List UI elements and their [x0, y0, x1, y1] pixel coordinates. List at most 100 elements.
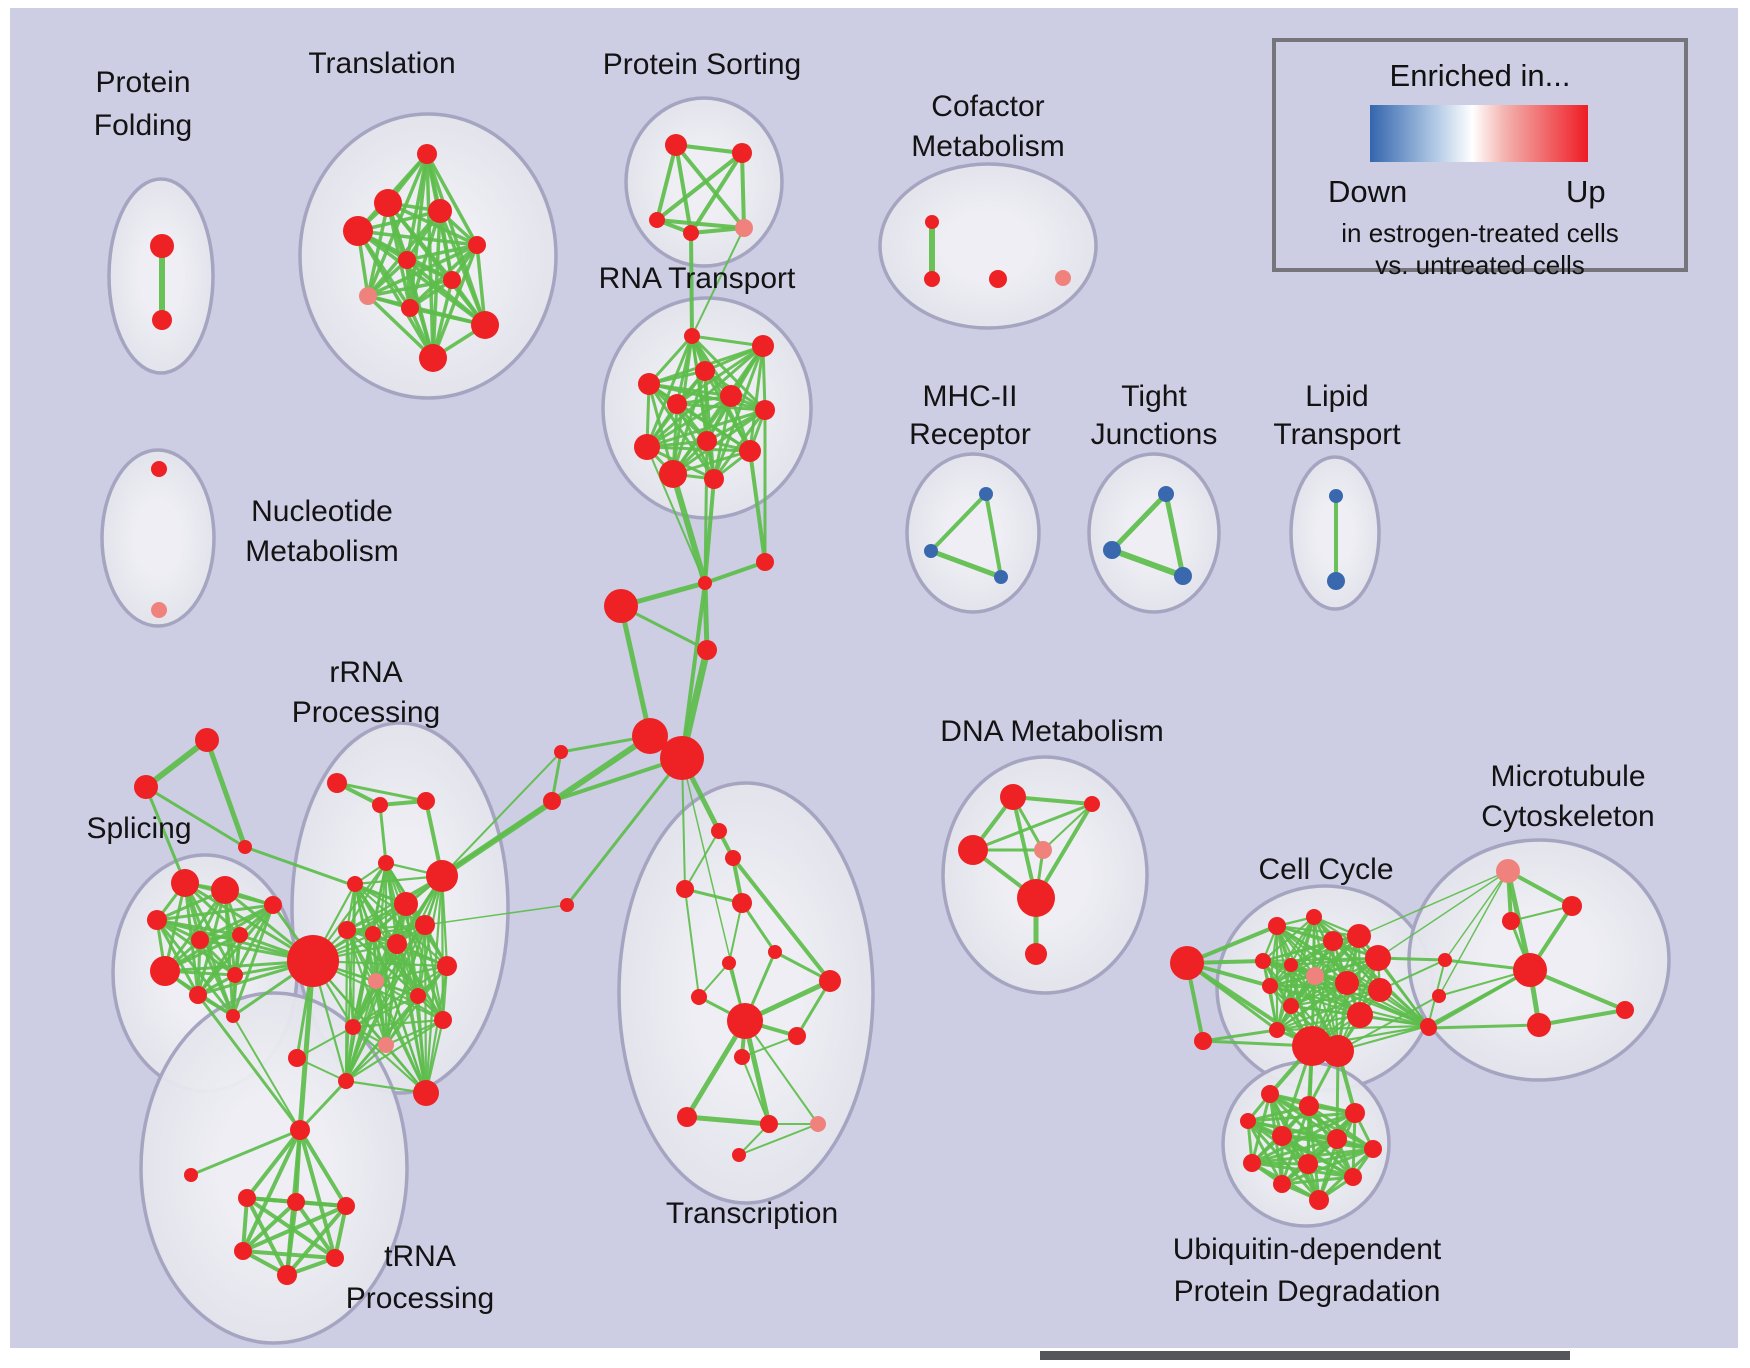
gene-set-node-d1 [1000, 784, 1026, 810]
gene-set-node-x3 [819, 970, 841, 992]
gene-set-node-H1 [632, 718, 668, 754]
cluster-labels: Protein Folding Translation Protein Sorting… [86, 47, 1654, 1315]
edge-H2-x5 [681, 757, 746, 1022]
gene-set-node-h3 [604, 589, 638, 623]
edge-d1-d2 [1011, 795, 1094, 806]
gene-set-node-t5 [468, 236, 486, 254]
gene-set-node-q1 [554, 745, 568, 759]
edge-k6-k12 [1289, 934, 1361, 967]
gene-set-node-s3 [649, 212, 665, 228]
edge-v2-p1 [144, 785, 187, 885]
gene-set-node-n1 [151, 461, 167, 477]
gene-set-node-GH [287, 935, 339, 987]
gene-set-node-t6 [398, 251, 416, 269]
edge-t8-t11 [366, 294, 435, 360]
gene-set-node-t10 [471, 311, 499, 339]
gene-set-node-m2 [924, 544, 938, 558]
gene-set-node-p10 [226, 1009, 240, 1023]
edge-p8-u1 [196, 993, 302, 1132]
gene-set-node-p7 [150, 956, 180, 986]
edge-k8-k11 [1268, 939, 1335, 988]
gene-set-node-j2 [1103, 541, 1121, 559]
gene-set-node-x11 [732, 1148, 746, 1162]
gene-set-node-r2 [752, 335, 774, 357]
edge-s1-s3 [655, 143, 678, 222]
gene-set-node-k13 [1365, 945, 1391, 971]
edge-u1-u6 [241, 1128, 302, 1253]
edge-w6-w1 [1438, 870, 1509, 997]
gene-set-node-g12 [368, 973, 384, 989]
edge-w5-w9 [1528, 968, 1627, 1012]
gene-set-node-t4 [428, 199, 452, 223]
edge-g14-g18 [344, 1018, 445, 1083]
gene-set-node-x1 [768, 945, 782, 959]
edge-s1-s5 [674, 143, 746, 230]
gene-set-node-u8 [277, 1265, 297, 1285]
cluster-label-cofactor-metabolism-line2: Metabolism [911, 130, 1064, 163]
gene-set-node-g5 [347, 876, 363, 892]
cluster-ellipse-cofactor-metabolism [878, 162, 1098, 330]
edge-h3-H1 [618, 603, 653, 739]
edge-s2-s4 [689, 151, 744, 235]
gene-set-node-r4 [638, 373, 660, 395]
gene-set-node-t11 [419, 344, 447, 372]
cluster-label-ubiquitin-degradation-line1: Ubiquitin-dependent [1173, 1233, 1442, 1266]
edge-g13-g16 [384, 994, 420, 1047]
cluster-ellipse-transcription [617, 781, 875, 1205]
edge-g1-g3 [335, 781, 428, 803]
edge-s3-s5 [655, 218, 746, 230]
edge-k8-k17 [1268, 984, 1430, 1028]
gene-set-node-b3 [1345, 1103, 1365, 1123]
edge-u4-u8 [285, 1200, 298, 1277]
gene-set-node-g8 [365, 926, 381, 942]
edge-u1-u3 [245, 1128, 302, 1200]
edge-g14-g15 [351, 1018, 445, 1029]
gene-set-node-n2 [151, 602, 167, 618]
gene-set-node-x2 [722, 956, 736, 970]
gene-set-node-p2 [211, 876, 239, 904]
edge-r6-r8 [645, 394, 733, 449]
gene-set-node-H2 [660, 736, 704, 780]
edge-w1-w2 [1506, 869, 1574, 908]
gene-set-node-u4 [287, 1193, 305, 1211]
edge-k12-w1 [1358, 870, 1509, 937]
gene-set-node-k15 [1368, 978, 1392, 1002]
gene-set-node-x9 [760, 1115, 778, 1133]
edge-k4-k8 [1268, 915, 1316, 988]
edge-q3-H2 [565, 756, 684, 907]
gene-set-node-v3 [238, 840, 252, 854]
edge-k13-w1 [1377, 870, 1509, 959]
cluster-label-rrna-processing-line1: rRNA [329, 656, 402, 689]
gene-set-node-b11 [1273, 1175, 1291, 1193]
edge-p3-p6 [155, 903, 275, 922]
edge-r2-r10 [748, 344, 765, 453]
gene-set-node-j1 [1158, 486, 1174, 502]
edge-q3-g10 [424, 904, 568, 926]
gene-set-node-r5 [667, 394, 687, 414]
cluster-label-lipid-transport-line1: Lipid [1305, 380, 1368, 413]
gene-set-node-k6 [1284, 958, 1298, 972]
legend-down-label: Down [1328, 174, 1408, 209]
gene-set-node-t2 [374, 189, 402, 217]
gene-set-node-b7 [1364, 1140, 1382, 1158]
edge-p6-p7 [163, 903, 275, 973]
gene-set-node-r3 [695, 361, 715, 381]
gene-set-node-u7 [326, 1249, 344, 1267]
gene-set-node-k3 [1268, 917, 1286, 935]
edge-s2-s3 [655, 151, 744, 222]
edge-GH-u1 [297, 958, 316, 1133]
edge-j1-j3 [1163, 491, 1186, 579]
gene-set-node-r10 [739, 440, 761, 462]
edge-r6-r12 [712, 394, 733, 481]
edge-k11-K2 [1331, 939, 1340, 1053]
gene-set-node-u3 [238, 1189, 256, 1207]
gene-set-node-K2 [1322, 1035, 1354, 1067]
edge-h2-h1 [703, 560, 767, 585]
edge-p10-u1 [232, 1015, 301, 1131]
gene-set-node-k8 [1262, 978, 1278, 994]
edge-x5-x8 [684, 1018, 748, 1120]
edge-r7-r8 [645, 408, 767, 449]
gene-set-node-r8 [634, 434, 660, 460]
edge-t3-t11 [356, 229, 435, 360]
gene-set-node-b1 [1261, 1085, 1279, 1103]
